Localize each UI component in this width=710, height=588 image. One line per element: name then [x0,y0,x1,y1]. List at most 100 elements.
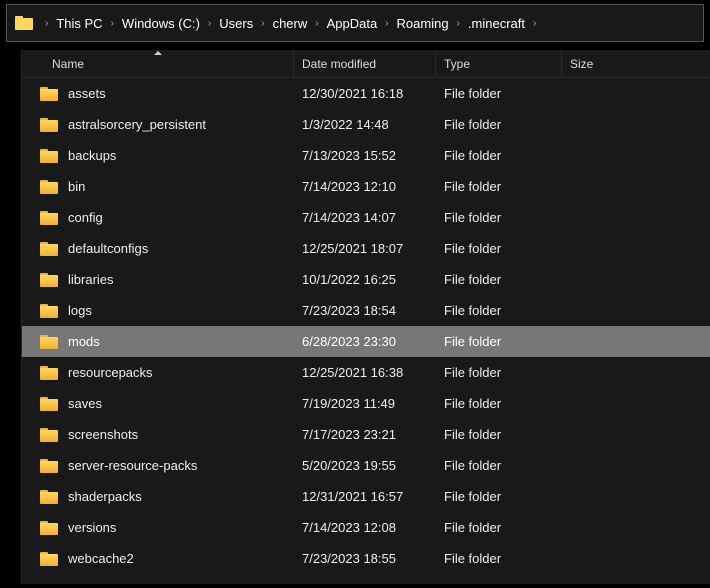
cell-type: File folder [436,520,562,535]
folder-icon [40,87,58,101]
column-label: Type [444,57,470,71]
cell-date: 10/1/2022 16:25 [294,272,436,287]
cell-date: 7/14/2023 12:10 [294,179,436,194]
table-row[interactable]: screenshots7/17/2023 23:21File folder [22,419,710,450]
table-row[interactable]: webcache27/23/2023 18:55File folder [22,543,710,574]
cell-name: server-resource-packs [22,458,294,473]
folder-icon [40,180,58,194]
cell-type: File folder [436,117,562,132]
table-row[interactable]: logs 7/23/2023 18:54File folder [22,295,710,326]
file-name: defaultconfigs [68,241,148,256]
file-name: versions [68,520,116,535]
chevron-right-icon[interactable]: › [206,18,213,29]
cell-date: 7/23/2023 18:55 [294,551,436,566]
breadcrumb: ›This PC›Windows (C:)›Users›cherw›AppDat… [43,16,538,31]
cell-name: versions [22,520,294,535]
cell-type: File folder [436,334,562,349]
table-row[interactable]: defaultconfigs12/25/2021 18:07File folde… [22,233,710,264]
folder-icon [40,552,58,566]
table-row[interactable]: libraries10/1/2022 16:25File folder [22,264,710,295]
chevron-right-icon[interactable]: › [383,18,390,29]
file-name: server-resource-packs [68,458,197,473]
file-name: screenshots [68,427,138,442]
chevron-right-icon[interactable]: › [109,18,116,29]
cell-type: File folder [436,303,562,318]
folder-icon [15,16,33,30]
chevron-right-icon[interactable]: › [455,18,462,29]
folder-icon [40,521,58,535]
file-name: shaderpacks [68,489,142,504]
table-row[interactable]: server-resource-packs5/20/2023 19:55File… [22,450,710,481]
folder-icon [40,397,58,411]
table-row[interactable]: astralsorcery_persistent1/3/2022 14:48Fi… [22,109,710,140]
table-row[interactable]: saves 7/19/2023 11:49File folder [22,388,710,419]
cell-date: 7/14/2023 14:07 [294,210,436,225]
cell-type: File folder [436,489,562,504]
cell-date: 7/23/2023 18:54 [294,303,436,318]
cell-type: File folder [436,427,562,442]
column-header-row: Name Date modified Type Size [22,50,710,78]
address-bar[interactable]: ›This PC›Windows (C:)›Users›cherw›AppDat… [6,4,704,42]
file-name: astralsorcery_persistent [68,117,206,132]
folder-icon [40,211,58,225]
table-row[interactable]: versions7/14/2023 12:08File folder [22,512,710,543]
cell-name: saves [22,396,294,411]
cell-name: astralsorcery_persistent [22,117,294,132]
cell-type: File folder [436,365,562,380]
cell-date: 6/28/2023 23:30 [294,334,436,349]
cell-type: File folder [436,396,562,411]
cell-name: bin [22,179,294,194]
column-label: Size [570,57,593,71]
cell-type: File folder [436,148,562,163]
cell-name: config [22,210,294,225]
cell-date: 7/13/2023 15:52 [294,148,436,163]
cell-name: screenshots [22,427,294,442]
file-name: backups [68,148,116,163]
chevron-right-icon[interactable]: › [43,18,50,29]
column-header-size[interactable]: Size [562,50,710,77]
file-name: saves [68,396,102,411]
breadcrumb-segment[interactable]: Windows (C:) [116,16,206,31]
folder-icon [40,428,58,442]
folder-icon [40,273,58,287]
table-row[interactable]: bin7/14/2023 12:10File folder [22,171,710,202]
breadcrumb-segment[interactable]: cherw [267,16,314,31]
cell-type: File folder [436,458,562,473]
cell-name: mods [22,334,294,349]
column-header-date[interactable]: Date modified [294,50,436,77]
file-name: libraries [68,272,114,287]
chevron-right-icon[interactable]: › [531,18,538,29]
column-header-type[interactable]: Type [436,50,562,77]
folder-icon [40,118,58,132]
table-row[interactable]: config7/14/2023 14:07File folder [22,202,710,233]
file-name: config [68,210,103,225]
cell-date: 12/30/2021 16:18 [294,86,436,101]
column-label: Name [52,57,84,71]
breadcrumb-segment[interactable]: This PC [50,16,108,31]
folder-icon [40,149,58,163]
folder-icon [40,335,58,349]
file-name: resourcepacks [68,365,153,380]
cell-name: shaderpacks [22,489,294,504]
table-row[interactable]: assets12/30/2021 16:18File folder [22,78,710,109]
table-row[interactable]: mods6/28/2023 23:30File folder [22,326,710,357]
cell-name: webcache2 [22,551,294,566]
cell-name: libraries [22,272,294,287]
breadcrumb-segment[interactable]: .minecraft [462,16,531,31]
folder-icon [40,304,58,318]
column-header-name[interactable]: Name [22,50,294,77]
cell-name: logs [22,303,294,318]
folder-icon [40,490,58,504]
file-name: logs [68,303,92,318]
table-row[interactable]: backups 7/13/2023 15:52File folder [22,140,710,171]
breadcrumb-segment[interactable]: AppData [321,16,384,31]
cell-type: File folder [436,241,562,256]
chevron-right-icon[interactable]: › [259,18,266,29]
cell-date: 7/19/2023 11:49 [294,396,436,411]
breadcrumb-segment[interactable]: Users [213,16,259,31]
chevron-right-icon[interactable]: › [313,18,320,29]
table-row[interactable]: shaderpacks12/31/2021 16:57File folder [22,481,710,512]
breadcrumb-segment[interactable]: Roaming [391,16,455,31]
table-row[interactable]: resourcepacks12/25/2021 16:38File folder [22,357,710,388]
navigation-pane-edge [0,50,22,584]
